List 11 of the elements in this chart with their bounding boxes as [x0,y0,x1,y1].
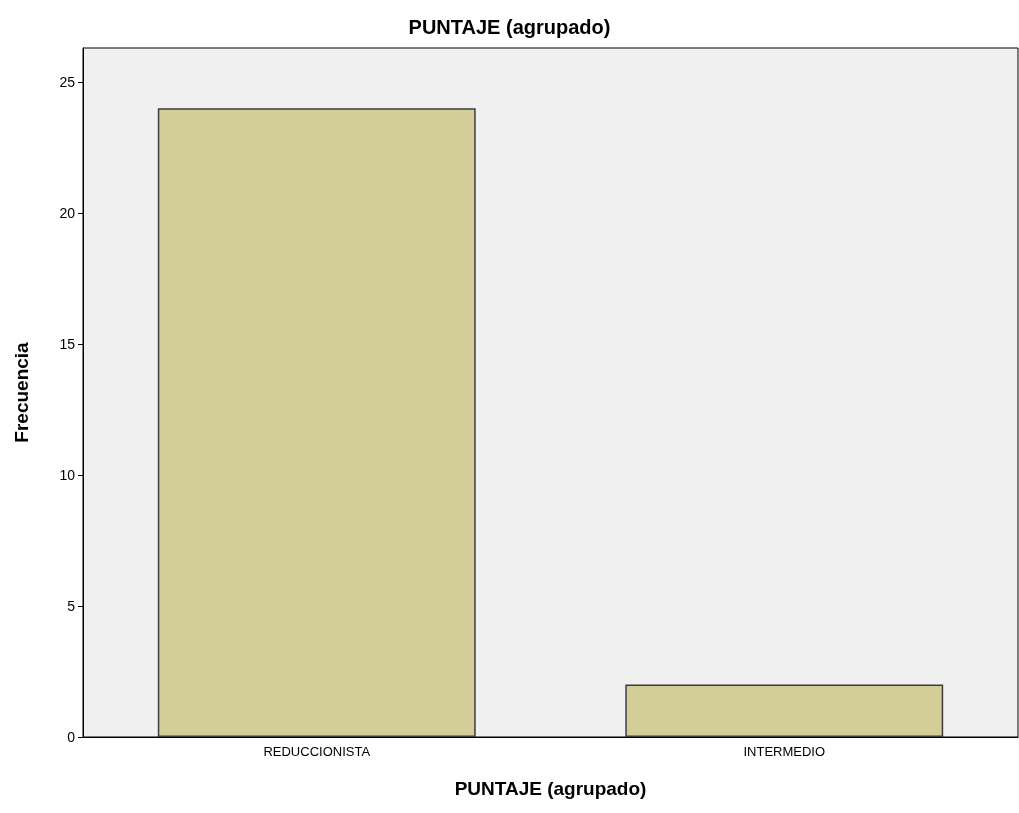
chart-title: PUNTAJE (agrupado) [408,16,611,38]
y-axis-title: Frecuencia [11,341,32,443]
y-tick-label: 20 [59,205,76,222]
x-tick-label: REDUCCIONISTA [263,744,371,759]
y-tick-label: 0 [67,729,76,745]
x-axis-title: PUNTAJE (agrupado) [454,778,647,799]
y-tick-label: 10 [59,467,76,484]
y-tick-label: 25 [59,74,76,91]
y-tick-label: 15 [59,336,76,353]
y-tick-label: 5 [67,598,76,615]
x-tick-label: INTERMEDIO [743,744,826,759]
